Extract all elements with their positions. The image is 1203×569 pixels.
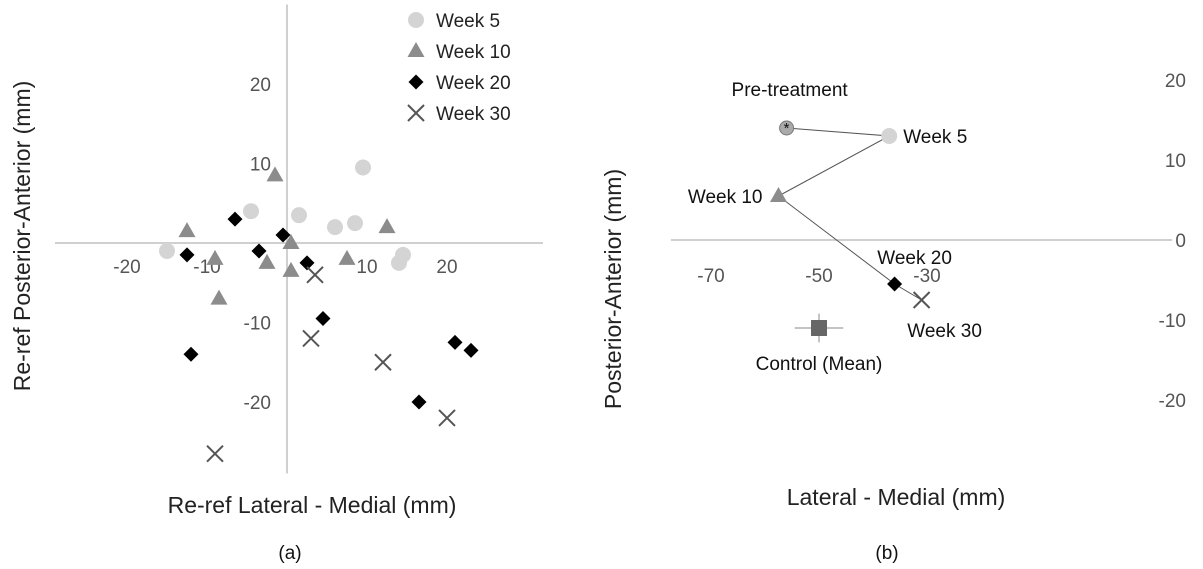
chart-a-point-week-20 xyxy=(411,394,427,410)
chart-a-point-week-20 xyxy=(447,334,463,350)
chart-a-series-week-20 xyxy=(179,211,479,410)
chart-b-label-week-5: Week 5 xyxy=(903,127,967,148)
chart-b-y-axis-title: Posterior-Anterior (mm) xyxy=(600,169,626,409)
chart-a-point-week-5 xyxy=(327,219,343,236)
chart-a-legend-item: Week 30 xyxy=(407,104,511,125)
chart-a-point-week-20 xyxy=(275,227,291,243)
chart-a-legend-marker xyxy=(407,104,425,122)
chart-b-point-pre-treatment: * xyxy=(779,120,795,137)
chart-a-point-week-20 xyxy=(315,311,331,327)
chart-a-point-week-5 xyxy=(243,203,259,220)
chart-b-point-labels: Pre-treatment Week 5 Week 10 Week 20 Week 30… xyxy=(688,80,982,375)
chart-a-point-week-5 xyxy=(347,215,363,232)
chart-a-y-tick-label: 20 xyxy=(250,75,271,96)
chart-a-legend-label: Week 30 xyxy=(436,104,511,125)
chart-a-point-week-30 xyxy=(438,409,456,427)
chart-a-legend-marker xyxy=(407,42,425,57)
chart-b-tick-labels: -70 -50 -30 20 10 0 -10 -20 xyxy=(697,71,1186,412)
chart-a-y-tick-label: -10 xyxy=(244,314,271,335)
chart-b-point-week-10 xyxy=(770,187,787,202)
chart-a-point-week-20 xyxy=(179,247,195,263)
chart-a-point-week-10 xyxy=(282,261,300,277)
chart-b-point-week-20 xyxy=(887,276,903,292)
chart-a-point-week-10 xyxy=(266,166,284,182)
chart-a-legend-label: Week 10 xyxy=(436,42,511,63)
chart-a-legend-label: Week 5 xyxy=(436,11,500,32)
chart-b-label-control-mean: Control (Mean) xyxy=(756,354,883,375)
chart-b-label-pre-treatment: Pre-treatment xyxy=(732,80,849,101)
chart-b-y-tick-label: 20 xyxy=(1165,71,1186,92)
chart-a-x-axis-title: Re-ref Lateral - Medial (mm) xyxy=(168,492,457,518)
chart-a-x-tick-label: 10 xyxy=(356,257,377,278)
chart-a-y-axis-title: Re-ref Posterior-Anterior (mm) xyxy=(9,81,35,392)
chart-b-label-week-20: Week 20 xyxy=(877,248,952,269)
chart-a-series-week-10 xyxy=(178,166,396,305)
chart-b-point-week-5 xyxy=(881,128,898,144)
chart-a-point-week-20 xyxy=(183,346,199,362)
chart-a-point-week-30 xyxy=(374,353,392,371)
chart-a-x-tick-label: 20 xyxy=(436,257,457,278)
chart-a-point-week-20 xyxy=(227,211,243,227)
chart-a-point-week-5 xyxy=(291,207,307,224)
chart-a-point-week-5 xyxy=(159,242,175,259)
chart-a-legend-item: Week 20 xyxy=(408,73,511,94)
chart-a-point-week-30 xyxy=(306,266,324,284)
chart-a-legend: Week 5 Week 10 Week 20 Week 30 xyxy=(407,11,511,125)
chart-a-point-week-20 xyxy=(251,243,267,259)
chart-a-point-week-10 xyxy=(206,249,224,265)
chart-a-point-week-10 xyxy=(258,253,276,269)
chart-b-panel-label: (b) xyxy=(875,543,898,564)
chart-a-point-week-10 xyxy=(282,234,300,249)
chart-a-legend-item: Week 10 xyxy=(407,42,511,63)
chart-a-series-week-30 xyxy=(206,266,456,463)
chart-a-data-points xyxy=(159,159,479,463)
chart-a-legend-item: Week 5 xyxy=(408,11,500,32)
chart-a-point-week-10 xyxy=(210,289,228,305)
chart-a-x-tick-label: -20 xyxy=(113,257,140,278)
chart-a-legend-marker xyxy=(408,12,424,28)
chart-a-point-week-30 xyxy=(302,329,320,348)
chart-b-control-point xyxy=(794,313,844,343)
chart-b-trajectory-line xyxy=(777,127,922,301)
chart-a-legend-label: Week 20 xyxy=(436,73,511,94)
chart-a-point-week-30 xyxy=(206,444,224,463)
chart-a-y-tick-label: -20 xyxy=(244,393,271,414)
chart-a-point-week-5 xyxy=(391,254,407,271)
svg-text:*: * xyxy=(784,120,790,137)
chart-b-x-tick-label: -30 xyxy=(913,266,940,287)
chart-b-x-tick-label: -70 xyxy=(697,266,724,287)
chart-a-y-tick-label: 10 xyxy=(250,155,271,176)
chart-a-point-week-10 xyxy=(378,218,396,234)
chart-a-panel-label: (a) xyxy=(278,543,301,564)
chart-a-point-week-20 xyxy=(463,342,479,358)
chart-a-legend-marker xyxy=(408,74,424,90)
chart-a-point-week-10 xyxy=(338,249,356,265)
chart-a-series-week-5 xyxy=(159,159,411,271)
chart-a-axes xyxy=(55,4,543,474)
chart-a-point-week-5 xyxy=(355,159,371,176)
chart-b-label-week-30: Week 30 xyxy=(907,321,982,342)
chart-b-y-tick-label: -10 xyxy=(1159,311,1186,332)
chart-b-x-tick-label: -50 xyxy=(805,266,832,287)
chart-b-label-week-10: Week 10 xyxy=(688,187,763,208)
chart-b: -70 -50 -30 20 10 0 -10 -20 * Pre-treatment Week… xyxy=(600,71,1186,564)
chart-a-point-week-20 xyxy=(299,255,315,271)
chart-b-y-tick-label: 10 xyxy=(1165,151,1186,172)
chart-a-point-week-10 xyxy=(178,222,196,238)
chart-b-x-axis-title: Lateral - Medial (mm) xyxy=(787,484,1006,510)
chart-b-y-tick-label: 0 xyxy=(1175,231,1186,252)
chart-b-point-week-30 xyxy=(912,291,931,309)
chart-b-y-tick-label: -20 xyxy=(1159,391,1186,412)
chart-b-data-points: * xyxy=(770,120,931,343)
chart-b-control-marker xyxy=(811,320,827,336)
